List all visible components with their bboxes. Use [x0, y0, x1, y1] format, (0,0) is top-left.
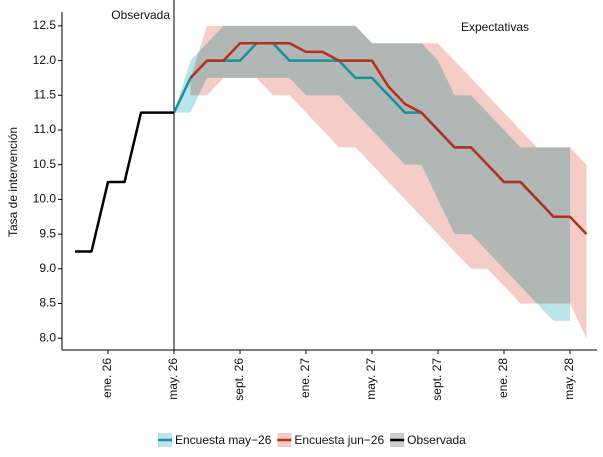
x-tick-label: sept. 26 — [232, 358, 246, 401]
y-tick-label: 12.0 — [33, 53, 57, 67]
y-axis-label: Tasa de intervención — [6, 127, 20, 237]
y-tick-label: 10.0 — [33, 192, 57, 206]
x-tick-label: ene. 26 — [100, 358, 114, 398]
annotation: Observada — [111, 8, 170, 22]
series-line — [75, 111, 174, 253]
y-tick-label: 8.5 — [39, 296, 56, 310]
legend-label: Encuesta jun−26 — [294, 433, 384, 447]
x-tick-label: may. 27 — [364, 358, 378, 400]
y-tick-label: 11.5 — [34, 87, 57, 101]
y-tick-label: 11.0 — [34, 122, 57, 136]
y-tick-label: 9.0 — [39, 261, 56, 275]
x-tick-label: sept. 27 — [430, 358, 444, 401]
x-tick-label: ene. 28 — [496, 358, 510, 398]
x-tick-label: ene. 27 — [298, 358, 312, 398]
x-tick-label: may. 28 — [562, 358, 576, 400]
legend-label: Encuesta may−26 — [175, 433, 272, 447]
annotation: Expectativas — [461, 20, 529, 34]
y-tick-label: 12.5 — [33, 18, 57, 32]
y-tick-label: 10.5 — [33, 157, 57, 171]
series-line — [189, 41, 588, 235]
x-tick-label: may. 26 — [166, 358, 180, 400]
y-tick-label: 8.0 — [39, 330, 56, 344]
y-tick-label: 9.5 — [39, 226, 56, 240]
legend-label: Observada — [407, 433, 466, 447]
band — [190, 25, 587, 339]
